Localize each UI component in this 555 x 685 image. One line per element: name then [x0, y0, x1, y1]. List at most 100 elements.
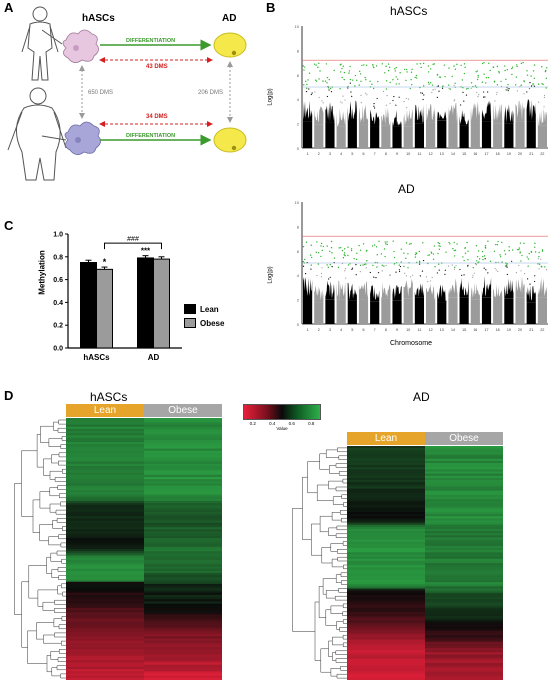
manhattan-hit-point [304, 258, 306, 261]
manhattan-hit-point [337, 266, 340, 269]
heatmap-cell-obese [425, 490, 503, 494]
heatmap-cell-lean [347, 524, 425, 528]
manhattan-hit-point [317, 252, 320, 254]
heatmap-cell-lean [66, 544, 144, 548]
bar-obese [96, 268, 113, 349]
heatmap-cell-obese [144, 599, 222, 602]
heatmap-cell-lean [66, 629, 144, 633]
manhattan-hit-point [320, 245, 322, 247]
manhattan-point [377, 272, 380, 274]
manhattan-hit-point [542, 83, 544, 86]
heatmap-cell-obese [144, 424, 222, 428]
heatmap-cell-obese [425, 645, 503, 649]
heatmap-cell-lean [66, 485, 144, 489]
manhattan-point [405, 275, 408, 277]
manhattan-point [392, 99, 394, 102]
manhattan-y-tick: 4 [297, 273, 300, 278]
heatmap-cell-lean [66, 514, 144, 517]
heatmap-cell-lean [347, 652, 425, 655]
manhattan-hit-point [449, 88, 452, 90]
lean-header-label: Lean [374, 433, 398, 444]
heatmap-cell-obese [144, 618, 222, 622]
manhattan-hit-point [496, 65, 499, 68]
manhattan-point [444, 273, 446, 275]
manhattan-chromosome-block [403, 298, 413, 324]
manhattan-point [438, 90, 440, 92]
manhattan-hit-point [314, 79, 317, 81]
heatmap-cell-lean [347, 599, 425, 602]
heatmap-cell-lean [66, 433, 144, 436]
manhattan-hit-point [449, 243, 451, 245]
heatmap-cell-lean [66, 527, 144, 530]
bar-sig-star: * [103, 257, 107, 267]
heatmap-cell-obese [425, 580, 503, 583]
manhattan-hit-point [305, 87, 308, 90]
manhattan-point [483, 91, 485, 93]
manhattan-hit-point [520, 260, 522, 262]
manhattan-hit-point [537, 263, 539, 265]
manhattan-hit-point [467, 250, 469, 252]
manhattan-chrom-label: 2 [318, 152, 320, 156]
heatmap-cell-lean [66, 507, 144, 511]
heatmap-cell-obese [425, 622, 503, 626]
manhattan-hit-point [414, 253, 417, 256]
manhattan-point [432, 89, 434, 91]
manhattan-hit-point [330, 246, 333, 249]
manhattan-chromosome-peaks [481, 100, 492, 122]
heatmap-cell-lean [347, 550, 425, 553]
heatmap-cell-lean [66, 647, 144, 650]
manhattan-hit-point [302, 65, 304, 67]
heatmap-cell-lean [66, 601, 144, 604]
heatmap-cell-obese [425, 533, 503, 536]
heatmap-cell-obese [144, 496, 222, 500]
manhattan-point [355, 264, 357, 266]
manhattan-top-ylabel: Log(p) [267, 88, 274, 106]
heatmap-cell-obese [425, 554, 503, 558]
bar-lean [80, 262, 97, 349]
manhattan-hit-point [315, 80, 318, 82]
manhattan-hit-point [394, 70, 396, 72]
manhattan-hit-point [438, 248, 441, 250]
manhattan-chromosome-block [303, 121, 313, 148]
manhattan-hit-point [380, 253, 383, 255]
heatmap-cell-obese [425, 507, 503, 511]
manhattan-y-tick: 10 [295, 24, 300, 29]
manhattan-hit-point [433, 245, 436, 247]
manhattan-point [485, 269, 487, 271]
heatmap-cell-lean [66, 483, 144, 487]
heatmap-cell-lean [66, 562, 144, 565]
manhattan-hit-point [523, 80, 525, 82]
manhattan-point [423, 94, 425, 96]
manhattan-point [360, 94, 362, 96]
manhattan-hit-point [333, 69, 335, 72]
manhattan-hit-point [310, 254, 312, 256]
manhattan-hit-point [318, 78, 320, 80]
heatmap-cell-lean [347, 460, 425, 464]
panel-b-label: B [266, 0, 276, 15]
manhattan-point [427, 280, 429, 283]
heatmap-cell-obese [425, 573, 503, 577]
heatmap-cell-lean [66, 627, 144, 631]
heatmap-cell-lean [66, 476, 144, 480]
manhattan-hit-point [504, 253, 507, 255]
heatmap-cell-obese [425, 446, 503, 449]
heatmap-cell-obese [144, 664, 222, 668]
scale-tick: 0.8 [308, 421, 315, 426]
manhattan-point [405, 97, 407, 100]
manhattan-hit-point [302, 245, 305, 248]
manhattan-hit-point [403, 252, 405, 254]
heatmap-cell-obese [144, 490, 222, 493]
manhattan-hit-point [340, 63, 342, 65]
manhattan-hit-point [318, 62, 320, 64]
heatmap-cell-lean [66, 579, 144, 583]
heatmap-cell-lean [347, 539, 425, 543]
manhattan-hit-point [462, 256, 464, 258]
heatmap-cell-lean [66, 592, 144, 596]
manhattan-hit-point [343, 252, 346, 254]
manhattan-point [431, 276, 433, 279]
heatmap-cell-obese [425, 650, 503, 653]
manhattan-point [373, 107, 376, 109]
manhattan-hit-point [410, 71, 413, 73]
manhattan-hit-point [501, 261, 503, 263]
manhattan-chromosome-peaks [403, 278, 413, 299]
